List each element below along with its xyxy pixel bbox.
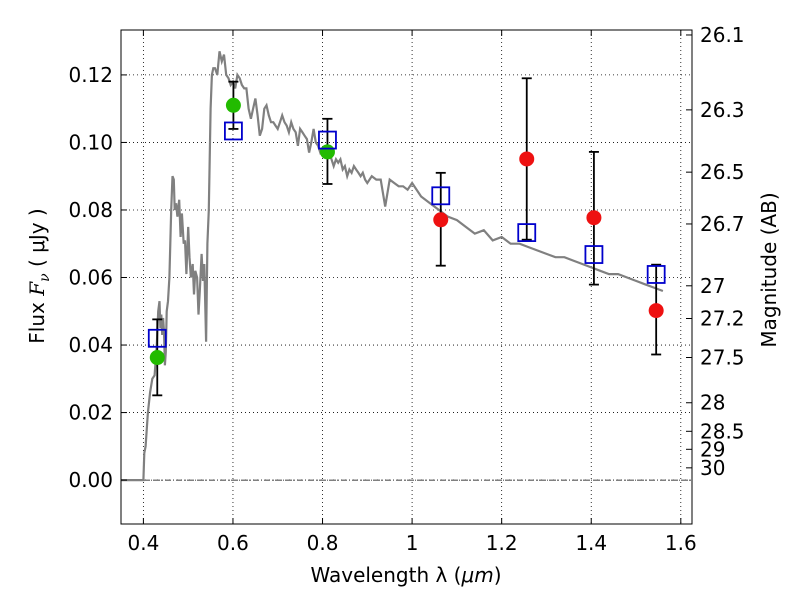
y-tick-label: 0.12 bbox=[68, 63, 113, 87]
model-photometry-square bbox=[224, 121, 243, 141]
right-tick-label: 26.5 bbox=[700, 160, 745, 184]
y-tick-label: 0.04 bbox=[68, 333, 113, 357]
model-photometry-square bbox=[646, 265, 666, 284]
y-axis-ticks: 0.00 0.02 0.04 0.06 0.08 0.10 0.12 bbox=[68, 63, 127, 492]
right-tick-label: 28.5 bbox=[700, 419, 745, 443]
y-axis-label: Flux Fν ( μJy ) bbox=[25, 208, 53, 343]
x-tick-label: 1.4 bbox=[575, 531, 607, 555]
x-tick-label: 1.6 bbox=[665, 531, 697, 555]
right-axis-label: Magnitude (AB) bbox=[757, 192, 781, 347]
model-photometry-square bbox=[318, 130, 337, 150]
plot-area bbox=[121, 51, 664, 482]
model-photometry-square bbox=[584, 245, 604, 264]
model-photometry-square bbox=[147, 328, 167, 348]
observed-flux-point bbox=[586, 210, 602, 226]
right-tick-label: 26.7 bbox=[700, 212, 745, 236]
model-spectrum-line bbox=[121, 51, 664, 482]
observed-flux-point bbox=[319, 144, 335, 160]
plot-frame bbox=[120, 29, 693, 525]
observed-flux-point bbox=[648, 303, 664, 319]
observed-flux-point bbox=[433, 212, 449, 228]
model-photometry-square bbox=[517, 223, 537, 242]
x-axis-ticks: 0.4 0.6 0.8 1 1.2 1.4 1.6 bbox=[127, 30, 697, 555]
y-tick-label: 0.00 bbox=[68, 468, 113, 492]
model-photometry-square bbox=[431, 186, 451, 206]
right-tick-label: 27.5 bbox=[700, 346, 745, 370]
y-tick-label: 0.10 bbox=[68, 130, 113, 154]
right-tick-label: 30 bbox=[700, 456, 725, 480]
observed-flux-point bbox=[149, 350, 165, 366]
x-axis-label: Wavelength λ (μm) bbox=[310, 563, 501, 587]
x-tick-label: 0.6 bbox=[217, 531, 249, 555]
right-tick-label: 27.2 bbox=[700, 306, 745, 330]
observed-flux-point bbox=[519, 151, 535, 167]
x-tick-label: 0.8 bbox=[307, 531, 339, 555]
markers bbox=[147, 77, 666, 397]
x-tick-label: 1.2 bbox=[486, 531, 518, 555]
y-tick-label: 0.08 bbox=[68, 198, 113, 222]
right-tick-label: 26.1 bbox=[700, 23, 745, 47]
y-tick-label: 0.06 bbox=[68, 266, 113, 290]
x-tick-label: 0.4 bbox=[127, 531, 159, 555]
right-tick-label: 29 bbox=[700, 437, 725, 461]
observed-flux-point bbox=[225, 97, 241, 113]
right-tick-label: 26.3 bbox=[700, 98, 745, 122]
right-tick-label: 28 bbox=[700, 391, 725, 415]
right-tick-label: 27 bbox=[700, 274, 725, 298]
x-tick-label: 1 bbox=[406, 531, 419, 555]
y-tick-label: 0.02 bbox=[68, 401, 113, 425]
